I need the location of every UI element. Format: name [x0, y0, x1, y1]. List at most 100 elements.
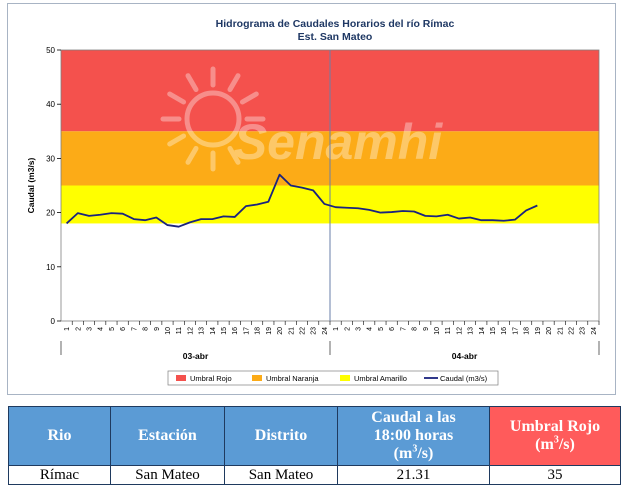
x-tick-label: 9	[154, 327, 161, 331]
y-tick-label: 50	[46, 46, 55, 55]
x-tick-label: 5	[378, 327, 385, 331]
x-tick-label: 3	[87, 327, 94, 331]
x-tick-label: 11	[176, 327, 183, 334]
x-tick-label: 17	[512, 327, 519, 335]
x-tick-label: 7	[400, 327, 407, 331]
header-distrito-label: Distrito	[254, 427, 308, 444]
y-tick-label: 10	[46, 263, 55, 272]
watermark-group: Senamhi	[160, 66, 444, 172]
chart-title: Hidrograma de Caudales Horarios del río …	[216, 18, 455, 30]
x-tick-label: 12	[187, 327, 194, 335]
x-tick-label: 4	[98, 327, 105, 331]
x-tick-label: 14	[479, 327, 486, 335]
watermark-ray	[239, 91, 259, 105]
x-tick-label: 24	[591, 327, 598, 335]
header-caudal-unit-post: /s)	[417, 445, 434, 462]
x-tick-label: 22	[568, 327, 575, 335]
header-rio: Rio	[8, 406, 111, 466]
x-tick-label: 19	[535, 327, 542, 335]
x-tick-label: 14	[210, 327, 217, 335]
header-rio-label: Rio	[47, 427, 72, 444]
x-tick-label: 1	[333, 327, 340, 331]
watermark-ray	[227, 145, 241, 165]
x-tick-label: 3	[356, 327, 363, 331]
watermark-ray	[185, 145, 199, 165]
x-tick-label: 18	[255, 327, 262, 335]
x-tick-label: 23	[580, 327, 587, 335]
header-caudal-line1: Caudal a las	[371, 409, 456, 426]
header-estacion: Estación	[110, 406, 225, 466]
watermark-ray	[227, 73, 241, 93]
x-tick-label: 6	[120, 327, 127, 331]
legend-label-3: Umbral Amarillo	[354, 374, 407, 383]
header-caudal-unit-pre: (m	[393, 445, 413, 462]
x-tick-label: 21	[288, 327, 295, 335]
x-tick-label: 9	[423, 327, 430, 331]
x-tick-label: 23	[311, 327, 318, 335]
chart-frame: Hidrograma de Caudales Horarios del río …	[7, 3, 616, 395]
table-row: Rímac San Mateo San Mateo 21.31 35	[8, 465, 621, 485]
x-tick-label: 10	[165, 327, 172, 335]
series-line-caudal	[65, 173, 538, 228]
x-tick-label: 6	[389, 327, 396, 331]
legend-swatch-2	[252, 375, 262, 381]
x-tick-label: 12	[456, 327, 463, 335]
y-tick-label: 30	[46, 154, 55, 163]
y-axis-label: Caudal (m3/s)	[26, 157, 36, 213]
x-tick-label: 19	[266, 327, 273, 335]
x-tick-label: 20	[277, 327, 284, 335]
x-tick-label: 17	[243, 327, 250, 335]
watermark-ray	[185, 73, 199, 93]
x-tick-label: 16	[232, 327, 239, 335]
x-tick-label: 13	[468, 327, 475, 335]
data-table: Rio Estación Distrito Caudal a las 18:00…	[8, 406, 621, 485]
x-tick-label: 16	[501, 327, 508, 335]
y-tick-label: 20	[46, 209, 55, 218]
chart-subtitle: Est. San Mateo	[298, 31, 373, 43]
watermark-ray	[239, 133, 259, 147]
x-tick-label: 7	[131, 327, 138, 331]
table-header-row: Rio Estación Distrito Caudal a las 18:00…	[8, 406, 621, 466]
x-tick-label: 2	[344, 327, 351, 331]
header-estacion-label: Estación	[138, 427, 197, 444]
header-distrito: Distrito	[224, 406, 338, 466]
cell-umbral: 35	[489, 465, 621, 485]
x-tick-label: 11	[445, 327, 452, 334]
cell-estacion: San Mateo	[110, 465, 225, 485]
day-label-2: 04-abr	[452, 351, 478, 361]
watermark-ray	[167, 91, 187, 105]
x-tick-label: 8	[143, 327, 150, 331]
legend-label-2: Umbral Naranja	[266, 374, 319, 383]
header-caudal-line2: 18:00 horas	[373, 427, 454, 444]
day-label-1: 03-abr	[183, 351, 209, 361]
cell-rio: Rímac	[8, 465, 111, 485]
header-umbral-unit-pre: (m	[535, 436, 554, 453]
legend-box	[167, 370, 499, 386]
x-tick-label: 2	[75, 327, 82, 331]
x-tick-label: 21	[557, 327, 564, 335]
x-tick-label: 18	[524, 327, 531, 335]
x-tick-label: 1	[64, 327, 71, 331]
y-tick-label: 40	[46, 100, 55, 109]
header-umbral-unit-sup: 3	[553, 434, 559, 446]
x-tick-label: 22	[299, 327, 306, 335]
x-tick-label: 5	[109, 327, 116, 331]
header-umbral: Umbral Rojo (m3/s)	[489, 406, 621, 466]
legend-label-1: Umbral Rojo	[190, 374, 232, 383]
header-umbral-unit-post: /s)	[558, 436, 575, 453]
header-umbral-line1: Umbral Rojo	[509, 418, 601, 435]
watermark-ray	[167, 133, 187, 147]
x-tick-label: 15	[221, 327, 228, 335]
cell-caudal: 21.31	[337, 465, 490, 485]
x-tick-label: 13	[199, 327, 206, 335]
x-tick-label: 15	[490, 327, 497, 335]
watermark-text: Senamhi	[234, 114, 444, 170]
x-tick-label: 24	[322, 327, 329, 335]
header-caudal-unit-sup: 3	[412, 443, 418, 455]
x-tick-label: 8	[412, 327, 419, 331]
legend-swatch-3	[340, 375, 350, 381]
x-tick-label: 4	[367, 327, 374, 331]
cell-distrito: San Mateo	[224, 465, 338, 485]
x-tick-label: 20	[546, 327, 553, 335]
x-tick-label: 10	[434, 327, 441, 335]
